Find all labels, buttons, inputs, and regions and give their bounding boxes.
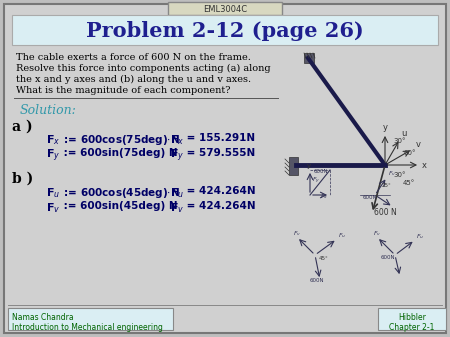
Text: = 579.555N: = 579.555N [183, 148, 255, 158]
Text: 600 N: 600 N [374, 208, 397, 217]
FancyBboxPatch shape [4, 4, 446, 333]
Bar [289, 157, 298, 175]
Bar [304, 53, 314, 63]
Text: 600N: 600N [310, 278, 324, 283]
Text: 25°: 25° [382, 183, 392, 188]
Text: u: u [401, 129, 406, 138]
Text: 600N: 600N [314, 169, 328, 174]
Text: $F_x$: $F_x$ [320, 192, 328, 201]
FancyBboxPatch shape [378, 308, 446, 330]
Text: $\mathbf{F}_u$: $\mathbf{F}_u$ [46, 186, 60, 200]
Text: v: v [416, 140, 421, 149]
Text: $\mathbf{F}_x$: $\mathbf{F}_x$ [46, 133, 60, 147]
Text: $F_u$: $F_u$ [416, 232, 424, 241]
Text: Problem 2-12 (page 26): Problem 2-12 (page 26) [86, 21, 364, 41]
Text: 45°: 45° [403, 180, 415, 186]
Text: Namas Chandra
Introduction to Mechanical engineering: Namas Chandra Introduction to Mechanical… [12, 313, 163, 332]
Text: $F_u$: $F_u$ [338, 231, 346, 240]
Text: = 424.264N: = 424.264N [183, 201, 256, 211]
Text: 60°: 60° [403, 150, 415, 156]
Text: y: y [382, 123, 387, 132]
Text: = 424.264N: = 424.264N [183, 186, 256, 196]
Text: b ): b ) [12, 172, 33, 186]
Text: = 155.291N: = 155.291N [183, 133, 255, 143]
Text: 600N: 600N [381, 255, 396, 260]
Text: 30°: 30° [393, 172, 405, 178]
Text: 30°: 30° [393, 138, 405, 144]
Text: $\mathbf{F}_v$: $\mathbf{F}_v$ [170, 201, 184, 215]
Text: 45°: 45° [319, 256, 329, 261]
Text: := 600cos(45deg)$\cdot$N: := 600cos(45deg)$\cdot$N [60, 186, 180, 200]
Text: the x and y​ axes and (b) along the u and v axes.: the x and y​ axes and (b) along the u an… [16, 75, 251, 84]
Text: Solution:: Solution: [20, 104, 77, 117]
Text: := 600cos(75deg)$\cdot$N: := 600cos(75deg)$\cdot$N [60, 133, 180, 147]
Text: $\mathbf{F}_x$: $\mathbf{F}_x$ [170, 133, 184, 147]
FancyBboxPatch shape [12, 15, 438, 45]
Text: Resolve this force into components acting (a) along: Resolve this force into components actin… [16, 64, 270, 73]
Text: y: y [307, 163, 311, 169]
Text: What is the magnitude of each component?: What is the magnitude of each component? [16, 86, 230, 95]
Text: The cable exerts a force of 600 N on the frame.: The cable exerts a force of 600 N on the… [16, 53, 251, 62]
Text: $F_y$: $F_y$ [312, 176, 320, 186]
Text: $\mathbf{F}_v$: $\mathbf{F}_v$ [46, 201, 60, 215]
Text: x: x [422, 160, 427, 170]
Text: $F_v$: $F_v$ [293, 229, 301, 238]
Text: Hibbler
Chapter 2-1: Hibbler Chapter 2-1 [389, 313, 435, 332]
Text: := 600sin(75deg) N: := 600sin(75deg) N [60, 148, 178, 158]
Text: $F_v$: $F_v$ [373, 229, 381, 238]
Text: a ): a ) [12, 120, 32, 134]
Text: EML3004C: EML3004C [203, 4, 247, 13]
Text: := 600sin(45deg) N: := 600sin(45deg) N [60, 201, 178, 211]
Text: 600N: 600N [363, 195, 378, 200]
FancyBboxPatch shape [8, 308, 173, 330]
Text: $\mathbf{F}_y$: $\mathbf{F}_y$ [170, 148, 184, 164]
Text: $F_v$: $F_v$ [388, 169, 396, 178]
Text: $\mathbf{F}_u$: $\mathbf{F}_u$ [170, 186, 184, 200]
Text: $\mathbf{F}_y$: $\mathbf{F}_y$ [46, 148, 60, 164]
FancyBboxPatch shape [168, 2, 282, 15]
